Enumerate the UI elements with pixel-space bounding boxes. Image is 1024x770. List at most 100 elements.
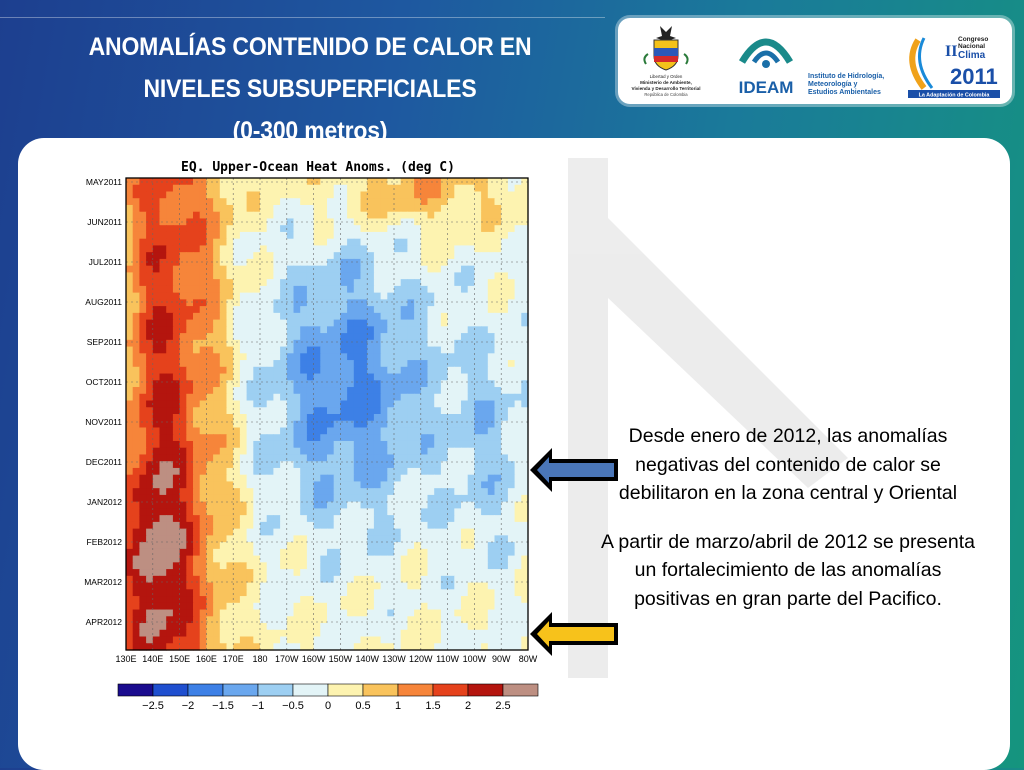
heatmap-cell — [166, 299, 174, 307]
heatmap-cell — [199, 380, 207, 388]
heatmap-cell — [206, 420, 214, 429]
heatmap-cell — [514, 306, 522, 314]
heatmap-cell — [487, 589, 496, 597]
heatmap-cell — [139, 609, 147, 617]
heatmap-cell — [501, 366, 509, 375]
heatmap-cell — [454, 488, 462, 496]
heatmap-cell — [494, 447, 502, 456]
heatmap-cell — [487, 258, 496, 267]
heatmap-cell — [507, 326, 516, 334]
heatmap-cell — [293, 245, 301, 253]
heatmap-cell — [360, 548, 368, 557]
heatmap-cell — [206, 292, 214, 300]
heatmap-cell — [360, 380, 368, 388]
heatmap-cell — [340, 643, 348, 651]
heatmap-cell — [394, 279, 402, 287]
heatmap-cell — [387, 393, 395, 402]
heatmap-cell — [246, 535, 254, 543]
heatmap-cell — [166, 238, 174, 247]
heatmap-cell — [260, 447, 268, 456]
heatmap-cell — [360, 285, 368, 294]
heatmap-cell — [219, 407, 228, 415]
heatmap-cell — [501, 535, 509, 543]
heatmap-cell — [213, 312, 221, 321]
heatmap-cell — [132, 231, 140, 240]
heatmap-cell — [199, 535, 207, 543]
heatmap-cell — [146, 366, 154, 375]
heatmap-cell — [394, 481, 402, 489]
heatmap-cell — [487, 211, 496, 220]
heatmap-cell — [152, 387, 161, 395]
heatmap-cell — [427, 629, 435, 638]
heatmap-cell — [387, 231, 395, 240]
heatmap-cell — [152, 434, 161, 442]
heatmap-cell — [521, 508, 529, 516]
heatmap-cell — [440, 474, 449, 483]
heatmap-cell — [427, 562, 435, 570]
heatmap-cell — [387, 501, 395, 509]
heatmap-cell — [420, 643, 429, 651]
heatmap-cell — [266, 461, 274, 469]
heatmap-cell — [199, 191, 207, 199]
heatmap-cell — [152, 447, 161, 456]
heatmap-cell — [360, 521, 368, 530]
heatmap-cell — [126, 542, 134, 550]
heatmap-cell — [320, 575, 328, 584]
heatmap-cell — [266, 407, 274, 415]
heatmap-cell — [166, 596, 174, 604]
heatmap-cell — [367, 272, 375, 280]
heatmap-cell — [300, 191, 308, 199]
heatmap-cell — [494, 333, 502, 341]
heatmap-cell — [454, 312, 462, 321]
heatmap-cell — [186, 488, 194, 496]
heatmap-cell — [213, 515, 221, 523]
heatmap-cell — [159, 569, 167, 577]
heatmap-cell — [280, 306, 288, 314]
heatmap-cell — [447, 178, 455, 186]
heatmap-cell — [387, 467, 395, 476]
heatmap-cell — [139, 434, 147, 442]
heatmap-cell — [454, 575, 462, 584]
heatmap-cell — [501, 380, 509, 388]
heatmap-cell — [420, 548, 429, 557]
heatmap-cell — [179, 285, 187, 294]
heatmap-cell — [367, 306, 375, 314]
heatmap-cell — [146, 555, 154, 563]
heatmap-cell — [313, 575, 321, 584]
heatmap-cell — [420, 596, 429, 604]
heatmap-cell — [266, 515, 274, 523]
heatmap-cell — [233, 447, 241, 456]
heatmap-cell — [474, 542, 482, 550]
heatmap-cell — [347, 488, 355, 496]
heatmap-cell — [414, 272, 422, 280]
heatmap-cell — [333, 474, 341, 483]
heatmap-cell — [206, 569, 214, 577]
heatmap-cell — [213, 265, 221, 273]
heatmap-cell — [253, 238, 261, 247]
heatmap-cell — [266, 447, 274, 456]
heatmap-cell — [394, 528, 402, 536]
heatmap-cell — [427, 339, 435, 348]
heatmap-cell — [494, 643, 502, 651]
heatmap-cell — [461, 636, 469, 644]
heatmap-cell — [373, 555, 382, 563]
heatmap-cell — [414, 245, 422, 253]
heatmap-cell — [199, 252, 207, 260]
heatmap-cell — [266, 346, 274, 354]
heatmap-cell — [447, 427, 455, 435]
heatmap-cell — [427, 319, 435, 327]
heatmap-cell — [387, 292, 395, 300]
heatmap-cell — [253, 191, 261, 199]
heatmap-cell — [280, 299, 288, 307]
heatmap-cell — [360, 461, 368, 469]
heatmap-cell — [427, 178, 435, 186]
heatmap-cell — [487, 265, 496, 273]
heatmap-cell — [186, 569, 194, 577]
heatmap-cell — [146, 427, 154, 435]
heatmap-cell — [239, 575, 248, 584]
heatmap-cell — [521, 434, 529, 442]
heatmap-cell — [340, 542, 348, 550]
heatmap-cell — [347, 447, 355, 456]
heatmap-cell — [367, 339, 375, 348]
heatmap-cell — [327, 272, 335, 280]
